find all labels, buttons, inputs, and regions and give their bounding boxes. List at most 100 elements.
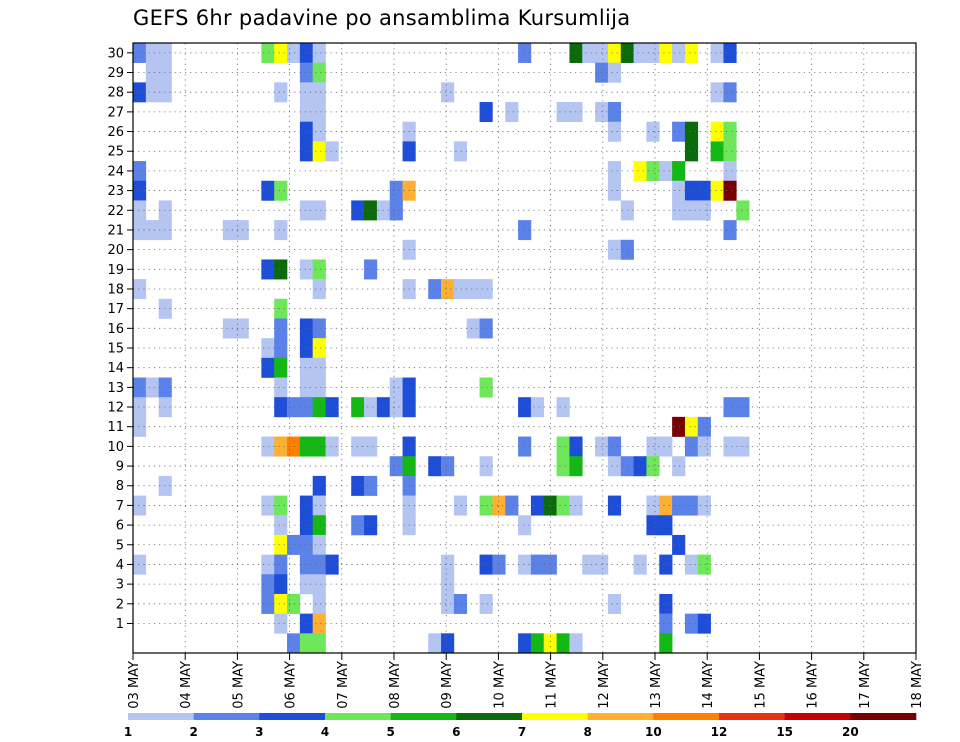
heat-cell — [299, 574, 314, 595]
colorbar-swatch — [587, 713, 654, 720]
heat-cell — [441, 456, 455, 477]
y-tick-label: 4 — [116, 558, 124, 573]
x-tick-label: 05 MAY — [231, 661, 246, 709]
heat-cell — [274, 554, 288, 575]
heat-cell — [325, 436, 339, 457]
heat-cell — [556, 456, 570, 477]
heat-cell — [312, 121, 326, 142]
heat-cell — [492, 495, 506, 516]
heat-cell — [312, 633, 326, 654]
heat-cell — [659, 515, 673, 536]
heat-cell — [723, 82, 737, 103]
heat-cell — [697, 554, 711, 575]
heat-cell — [312, 436, 326, 457]
colorbar-swatch — [784, 713, 851, 720]
heat-cell — [364, 397, 378, 418]
heat-cell — [607, 593, 622, 614]
heat-cell — [287, 397, 301, 418]
heat-cell — [723, 180, 737, 201]
y-tick-label: 16 — [107, 322, 124, 337]
heat-cell — [325, 397, 339, 418]
heat-cell — [274, 495, 288, 516]
heat-cell — [710, 180, 724, 201]
heat-cell — [312, 534, 326, 555]
colorbar-label: 12 — [711, 725, 728, 739]
heat-cell — [312, 259, 326, 280]
colorbar-swatch — [456, 713, 523, 720]
heat-cell — [723, 220, 737, 241]
x-tick-label: 17 MAY — [858, 661, 873, 709]
heat-cell — [723, 397, 737, 418]
heat-cell — [633, 161, 647, 182]
heat-cell — [736, 436, 750, 457]
x-tick-label: 11 MAY — [545, 661, 560, 709]
y-tick-label: 5 — [116, 538, 124, 553]
heat-cell — [364, 515, 378, 536]
heat-cell — [389, 180, 403, 201]
heat-cell — [723, 43, 737, 63]
colorbar-label: 20 — [842, 725, 859, 739]
heat-cell — [479, 495, 493, 516]
heat-cell — [145, 43, 159, 63]
heat-cell — [441, 633, 455, 654]
heat-cell — [133, 279, 147, 300]
heat-cell — [710, 43, 724, 63]
x-tick-label: 12 MAY — [597, 661, 612, 709]
heat-cell — [736, 397, 750, 418]
colorbar-swatch — [325, 713, 391, 720]
heat-cell — [312, 593, 326, 614]
y-tick-label: 29 — [107, 66, 124, 81]
heat-cell — [684, 554, 699, 575]
heat-cell — [312, 357, 326, 378]
heat-cell — [299, 338, 314, 359]
heat-cell — [312, 515, 326, 536]
heat-cell — [299, 377, 314, 398]
heat-cell — [299, 102, 314, 123]
heat-cell — [518, 436, 532, 457]
heat-cell — [274, 82, 288, 103]
heat-cell — [287, 534, 301, 555]
heat-cell — [633, 456, 647, 477]
y-tick-label: 1 — [116, 617, 124, 632]
y-tick-label: 27 — [107, 105, 124, 120]
heat-cell — [299, 121, 314, 142]
heat-cell — [479, 456, 493, 477]
heat-cell — [133, 82, 147, 103]
heat-cell — [479, 102, 493, 123]
heat-cell — [312, 200, 326, 221]
heat-cell — [287, 633, 301, 654]
heat-cell — [299, 200, 314, 221]
heat-cell — [312, 102, 326, 123]
heat-cell — [518, 633, 532, 654]
colorbar-label: 3 — [255, 725, 263, 739]
heat-cell — [672, 43, 686, 63]
y-tick-label: 28 — [107, 86, 124, 101]
heat-cell — [659, 593, 673, 614]
heat-cell — [274, 298, 288, 319]
heat-cell — [133, 377, 147, 398]
colorbar-label: 2 — [189, 725, 197, 739]
y-tick-label: 14 — [107, 361, 124, 376]
colorbar-label: 6 — [452, 725, 460, 739]
heat-cell — [723, 161, 737, 182]
heat-cell — [479, 554, 493, 575]
heat-cell — [607, 239, 622, 260]
heat-cell — [607, 161, 622, 182]
heat-cell — [287, 436, 301, 457]
heat-cell — [607, 43, 622, 63]
heat-cell — [222, 220, 236, 241]
heat-cell — [723, 436, 737, 457]
heat-cell — [697, 416, 711, 437]
y-tick-label: 11 — [107, 420, 124, 435]
heat-cell — [133, 220, 147, 241]
heat-cell — [312, 495, 326, 516]
x-tick-label: 03 MAY — [127, 661, 142, 709]
heat-cell — [299, 43, 314, 63]
heat-cell — [543, 495, 557, 516]
heat-cell — [274, 180, 288, 201]
heat-cell — [389, 397, 403, 418]
heat-cell — [607, 102, 622, 123]
cells-layer — [133, 43, 750, 654]
heat-cell — [299, 318, 314, 339]
heat-cell — [261, 495, 275, 516]
